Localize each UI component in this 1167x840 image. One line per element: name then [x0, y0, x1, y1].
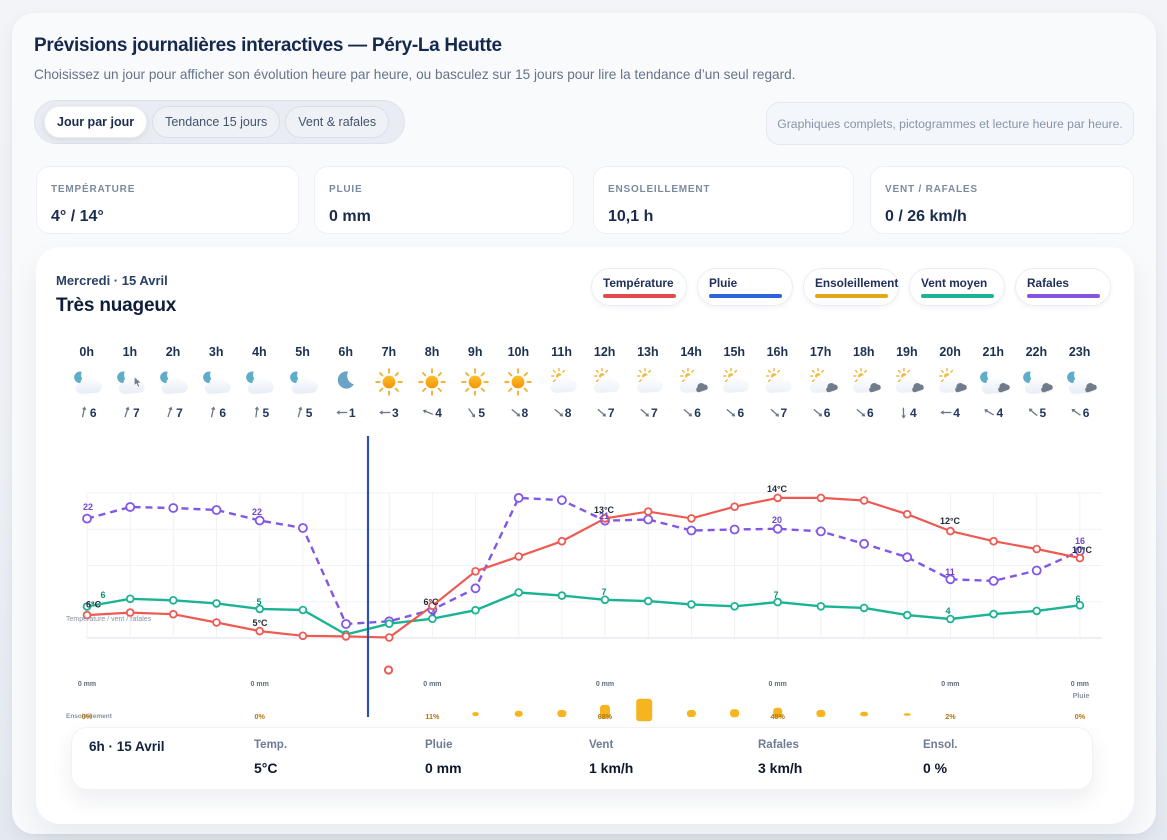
svg-text:7: 7 — [773, 590, 778, 600]
svg-text:6°C: 6°C — [423, 597, 439, 607]
svg-text:48%: 48% — [771, 712, 786, 721]
svg-text:0 mm: 0 mm — [769, 681, 787, 688]
svg-text:4: 4 — [945, 606, 950, 616]
svg-text:13°C: 13°C — [594, 505, 615, 515]
svg-text:4: 4 — [430, 608, 435, 618]
svg-text:0 mm: 0 mm — [941, 681, 959, 688]
svg-text:0 mm: 0 mm — [596, 681, 614, 688]
svg-text:22: 22 — [83, 502, 93, 512]
svg-text:12°C: 12°C — [940, 516, 961, 526]
svg-text:6: 6 — [1075, 594, 1080, 604]
svg-text:5: 5 — [256, 597, 261, 607]
svg-text:0 mm: 0 mm — [251, 681, 269, 688]
svg-text:11: 11 — [945, 567, 955, 577]
svg-text:0 mm: 0 mm — [1071, 681, 1089, 688]
svg-text:Température / vent / rafales: Température / vent / rafales — [66, 616, 152, 623]
svg-text:0%: 0% — [82, 712, 93, 721]
svg-text:7: 7 — [601, 587, 606, 597]
svg-text:Ensoleillement: Ensoleillement — [66, 713, 113, 720]
svg-text:21: 21 — [599, 511, 609, 521]
svg-text:20: 20 — [772, 515, 782, 525]
svg-text:10°C: 10°C — [1072, 545, 1093, 555]
svg-text:Pluie: Pluie — [1073, 693, 1090, 700]
svg-text:16: 16 — [1075, 536, 1085, 546]
svg-text:2%: 2% — [945, 712, 956, 721]
svg-text:14°C: 14°C — [767, 484, 788, 494]
svg-text:0%: 0% — [1075, 712, 1086, 721]
svg-text:0%: 0% — [255, 712, 266, 721]
svg-text:5°C: 5°C — [252, 618, 268, 628]
svg-text:22: 22 — [252, 507, 262, 517]
svg-text:0 mm: 0 mm — [78, 681, 96, 688]
svg-text:68%: 68% — [598, 712, 613, 721]
svg-text:6: 6 — [100, 590, 105, 600]
svg-text:0 mm: 0 mm — [423, 681, 441, 688]
svg-text:6°C: 6°C — [86, 600, 102, 610]
svg-text:11%: 11% — [425, 712, 440, 721]
